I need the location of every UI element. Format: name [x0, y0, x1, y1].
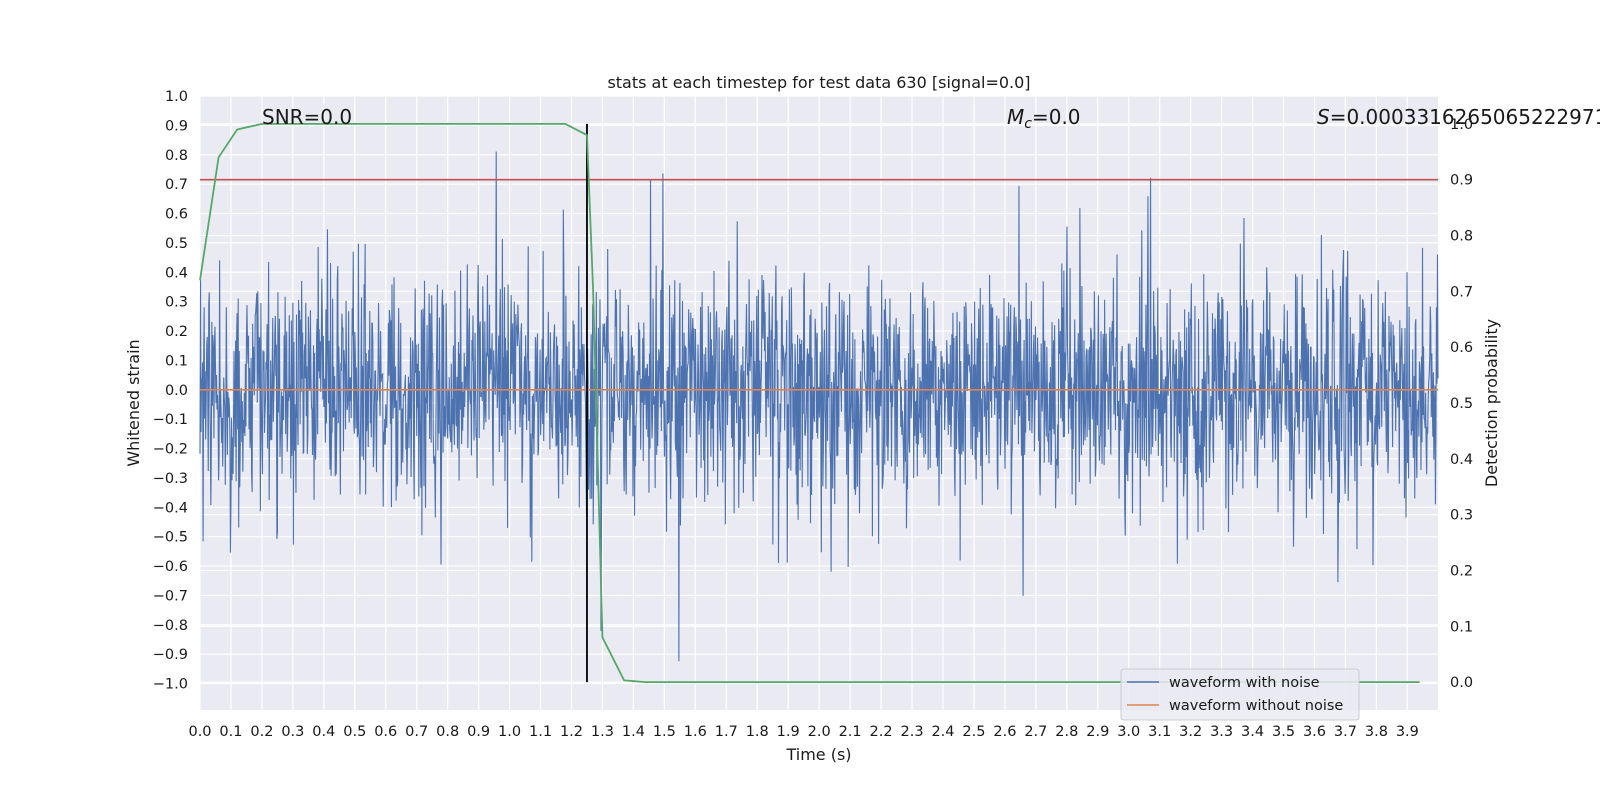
x-tick-label: 1.7 [715, 724, 738, 740]
y-tick-label: −0.6 [153, 559, 188, 575]
x-tick-label: 0.2 [250, 724, 273, 740]
y-tick-label: −0.9 [153, 647, 188, 663]
x-axis-ticks: 0.0 0.1 0.2 0.3 0.4 0.5 0.6 0.7 0.8 0.9 1.0 1.1 1.2 1… [188, 724, 1418, 740]
x-tick-label: 0.1 [219, 724, 242, 740]
x-tick-label: 2.0 [808, 724, 831, 740]
s-annotation: S=0.00033162650652229713 [1317, 105, 1600, 129]
x-tick-label: 3.7 [1334, 724, 1357, 740]
x-tick-label: 2.9 [1086, 724, 1109, 740]
y-tick-label: 0.2 [165, 324, 188, 340]
y-tick-label: −0.7 [153, 588, 188, 604]
x-tick-label: 3.6 [1303, 724, 1326, 740]
x-tick-label: 0.7 [405, 724, 428, 740]
x-tick-label: 1.6 [684, 724, 707, 740]
x-tick-label: 1.4 [622, 724, 645, 740]
y-tick-label: 0.8 [165, 148, 188, 164]
y-tick-label: −0.5 [153, 530, 188, 546]
x-tick-label: 0.4 [312, 724, 335, 740]
x-tick-label: 2.3 [900, 724, 923, 740]
x-tick-label: 3.3 [1210, 724, 1233, 740]
y2-tick-label: 0.7 [1450, 284, 1473, 300]
y2-tick-label: 0.2 [1450, 563, 1473, 579]
x-tick-label: 3.4 [1241, 724, 1264, 740]
x-axis-label: Time (s) [785, 745, 851, 764]
x-tick-label: 2.5 [962, 724, 985, 740]
x-tick-label: 0.0 [188, 724, 211, 740]
y2-axis-label: Detection probability [1482, 319, 1501, 487]
x-tick-label: 0.6 [374, 724, 397, 740]
y-axis-ticks: 1.0 0.9 0.8 0.7 0.6 0.5 0.4 0.3 0.2 0.1 0.0 −0.1 −0.… [153, 89, 188, 693]
y-tick-label: 0.6 [165, 207, 188, 223]
x-tick-label: 2.8 [1055, 724, 1078, 740]
legend-label-noisy: waveform with noise [1169, 675, 1320, 691]
x-tick-label: 2.7 [1024, 724, 1047, 740]
x-tick-label: 3.5 [1272, 724, 1295, 740]
x-tick-label: 1.5 [653, 724, 676, 740]
x-tick-label: 1.3 [591, 724, 614, 740]
y2-tick-label: 1.0 [1450, 117, 1473, 133]
y-tick-label: −0.8 [153, 618, 188, 634]
y-tick-label: −0.4 [153, 500, 188, 516]
x-tick-label: 2.4 [931, 724, 954, 740]
x-tick-label: 0.9 [467, 724, 490, 740]
x-tick-label: 3.2 [1179, 724, 1202, 740]
x-tick-label: 1.8 [746, 724, 769, 740]
y-tick-label: 1.0 [165, 89, 188, 105]
series-waveform-with-noise [199, 151, 1439, 662]
y2-tick-label: 0.4 [1450, 452, 1473, 468]
series-detection-probability [199, 123, 1420, 683]
y-tick-label: 0.0 [165, 383, 188, 399]
y-tick-label: 0.5 [165, 236, 188, 252]
x-tick-label: 0.5 [343, 724, 366, 740]
y2-tick-label: 0.6 [1450, 340, 1473, 356]
x-tick-label: 2.6 [993, 724, 1016, 740]
y2-tick-label: 0.3 [1450, 508, 1473, 524]
x-tick-label: 1.0 [498, 724, 521, 740]
y-tick-label: 0.7 [165, 177, 188, 193]
y2-tick-label: 0.1 [1450, 619, 1473, 635]
x-tick-label: 2.2 [870, 724, 893, 740]
legend-label-clean: waveform without noise [1169, 698, 1343, 714]
x-tick-label: 2.1 [839, 724, 862, 740]
legend-box [1120, 668, 1360, 721]
y2-tick-label: 0.5 [1450, 396, 1473, 412]
y2-tick-label: 0.9 [1450, 173, 1473, 189]
snr-annotation: SNR=0.0 [262, 105, 352, 129]
y-tick-label: 0.1 [165, 353, 188, 369]
y2-tick-label: 0.0 [1450, 675, 1473, 691]
x-tick-label: 0.3 [281, 724, 304, 740]
chart-title: stats at each timestep for test data 630… [607, 73, 1030, 92]
y2-tick-label: 0.8 [1450, 229, 1473, 245]
y-tick-label: 0.4 [165, 265, 188, 281]
y-tick-label: −0.1 [153, 412, 188, 428]
plot-area [199, 123, 1439, 683]
x-tick-label: 3.9 [1396, 724, 1419, 740]
legend: waveform with noise waveform without noi… [1120, 668, 1360, 721]
y-tick-label: 0.9 [165, 118, 188, 134]
x-tick-label: 1.2 [560, 724, 583, 740]
y-tick-label: −0.2 [153, 442, 188, 458]
mc-annotation: Mc=0.0 [1007, 105, 1081, 132]
y-axis-label: Whitened strain [124, 339, 143, 466]
x-tick-label: 1.9 [777, 724, 800, 740]
x-tick-label: 1.1 [529, 724, 552, 740]
y-tick-label: −1.0 [153, 677, 188, 693]
x-tick-label: 3.1 [1148, 724, 1171, 740]
y2-axis-ticks: 1.0 0.9 0.8 0.7 0.6 0.5 0.4 0.3 0.2 0.1 0.0 [1450, 117, 1473, 691]
y-tick-label: 0.3 [165, 295, 188, 311]
x-tick-label: 0.8 [436, 724, 459, 740]
x-tick-label: 3.8 [1365, 724, 1388, 740]
x-tick-label: 3.0 [1117, 724, 1140, 740]
y-tick-label: −0.3 [153, 471, 188, 487]
